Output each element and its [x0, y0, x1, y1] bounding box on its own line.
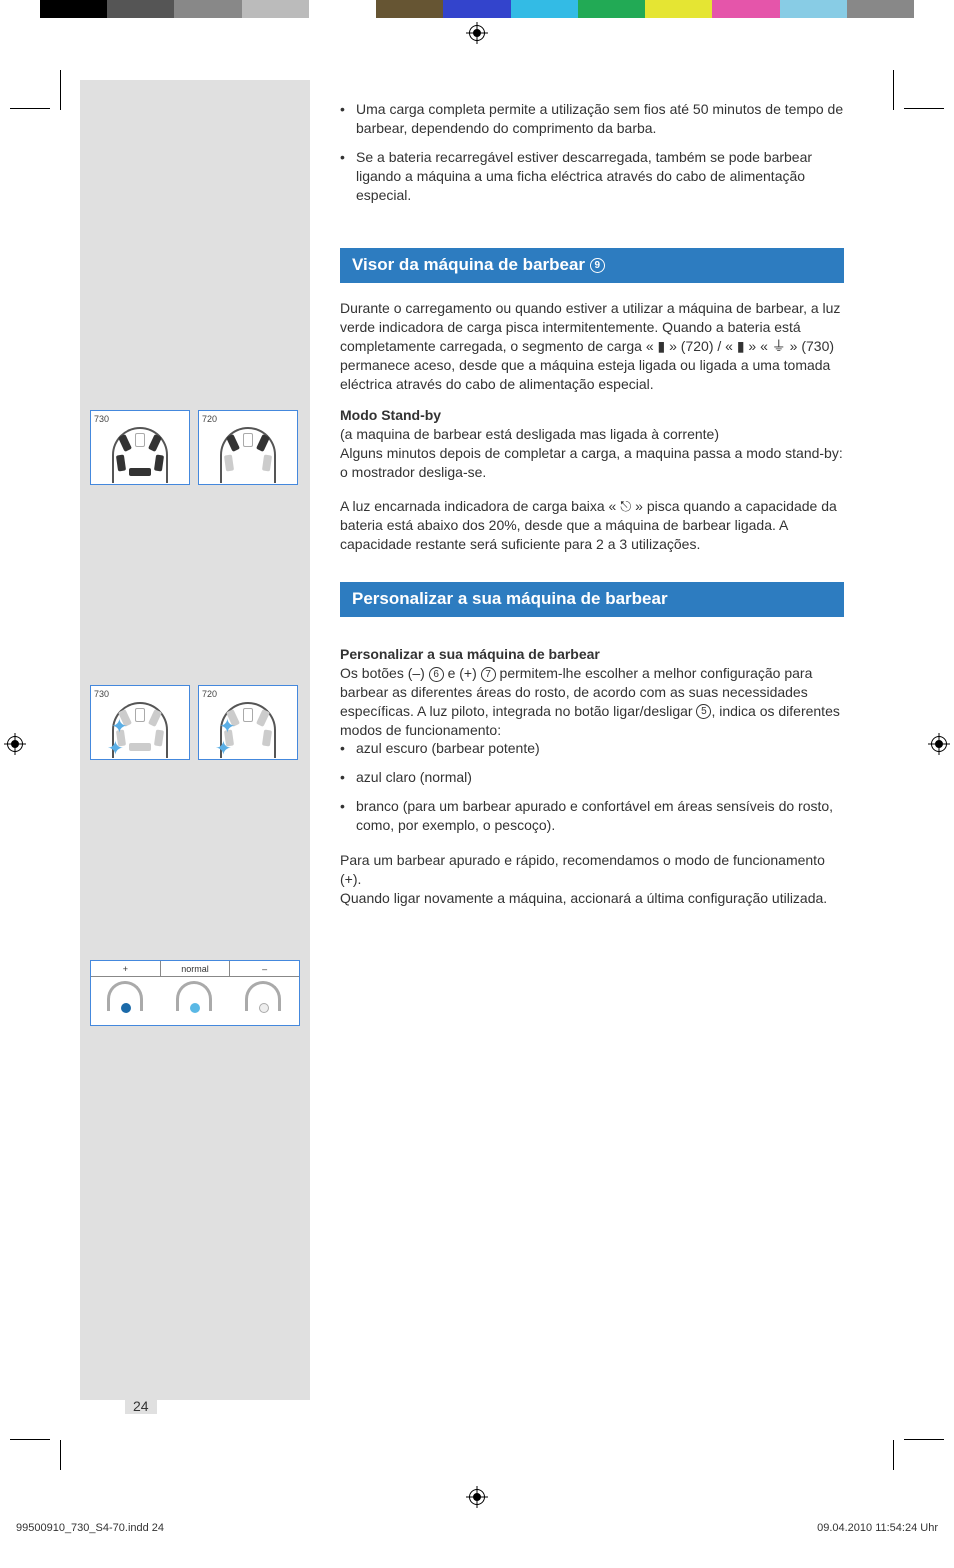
top-bullet-list: Uma carga completa permite a utilização … [340, 100, 844, 204]
diagram-730-full: 730 [90, 410, 190, 485]
text-column: Uma carga completa permite a utilização … [310, 80, 854, 1400]
circled-number: 7 [481, 667, 496, 682]
diagram-label: 730 [94, 689, 109, 699]
print-registration-top [0, 0, 954, 50]
mode-bullet-list: azul escuro (barbear potente) azul claro … [340, 739, 844, 835]
diagram-730-low: 730 ✦ ✦ [90, 685, 190, 760]
paragraph: Para um barbear apurado e rápido, recome… [340, 851, 844, 889]
section-title: Visor da máquina de barbear [352, 255, 585, 274]
list-item: Uma carga completa permite a utilização … [340, 100, 844, 138]
circled-number: 6 [429, 667, 444, 682]
diagram-label: 720 [202, 689, 217, 699]
paragraph: A luz encarnada indicadora de carga baix… [340, 497, 844, 554]
paragraph: (a maquina de barbear está desligada mas… [340, 425, 844, 444]
footer-filename: 99500910_730_S4-70.indd 24 [16, 1522, 164, 1534]
diagram-label: 730 [94, 414, 109, 424]
mode-minus-label: – [230, 961, 299, 976]
list-item: Se a bateria recarregável estiver descar… [340, 148, 844, 205]
personalize-heading: Personalizar a sua máquina de barbear [340, 645, 844, 664]
section-header-personalizar: Personalizar a sua máquina de barbear [340, 582, 844, 617]
low-charge-diagrams: 730 ✦ ✦ 720 ✦ ✦ [90, 685, 300, 760]
charge-diagrams: 730 720 [90, 410, 300, 485]
paragraph: Quando ligar novamente a máquina, accion… [340, 889, 844, 908]
mode-normal-label: normal [161, 961, 231, 976]
color-bar [0, 0, 954, 18]
circled-number: 9 [590, 258, 605, 273]
illustration-column: 730 720 730 [80, 80, 310, 1400]
paragraph: Os botões (–) 6 e (+) 7 permitem-lhe esc… [340, 664, 844, 740]
registration-mark-icon [466, 22, 488, 44]
diagram-720-low: 720 ✦ ✦ [198, 685, 298, 760]
standby-heading: Modo Stand-by [340, 406, 844, 425]
document-page: 730 720 730 [0, 50, 954, 1430]
registration-mark-icon [466, 1486, 488, 1508]
diagram-720-full: 720 [198, 410, 298, 485]
circled-number: 5 [696, 704, 711, 719]
crop-marks-bottom [0, 1430, 954, 1470]
list-item: azul escuro (barbear potente) [340, 739, 844, 758]
list-item: azul claro (normal) [340, 768, 844, 787]
paragraph: Alguns minutos depois de completar a car… [340, 444, 844, 482]
section-title: Personalizar a sua máquina de barbear [352, 589, 668, 608]
mode-diagram: + normal – [90, 960, 300, 1026]
list-item: branco (para um barbear apurado e confor… [340, 797, 844, 835]
mode-plus-label: + [91, 961, 161, 976]
section-header-visor: Visor da máquina de barbear 9 [340, 248, 844, 283]
print-footer: 99500910_730_S4-70.indd 24 09.04.2010 11… [0, 1514, 954, 1542]
paragraph: Durante o carregamento ou quando estiver… [340, 299, 844, 393]
diagram-label: 720 [202, 414, 217, 424]
page-number: 24 [125, 1398, 157, 1414]
mode-diagram-wrapper: + normal – [90, 960, 300, 1026]
footer-timestamp: 09.04.2010 11:54:24 Uhr [817, 1522, 938, 1534]
registration-mark-bottom [0, 1470, 954, 1514]
